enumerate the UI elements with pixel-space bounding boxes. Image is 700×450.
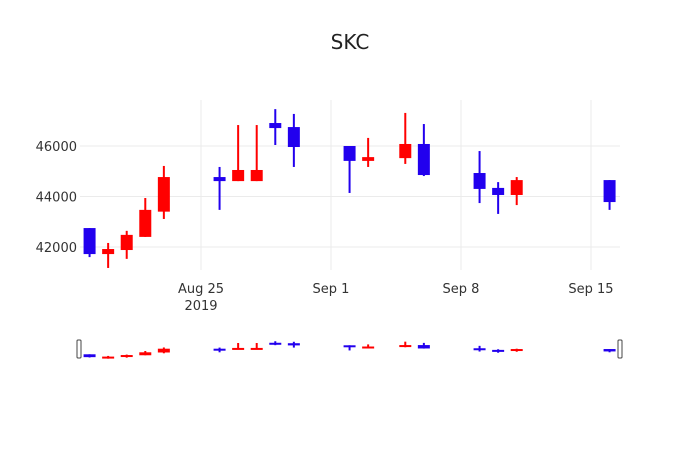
- mini-candle: [343, 345, 356, 351]
- candle: [139, 198, 152, 237]
- x-tick-label: Sep 8: [443, 282, 480, 297]
- y-tick-label: 42000: [36, 241, 77, 256]
- candle: [287, 113, 300, 167]
- mini-candle: [399, 341, 412, 348]
- chart-title: SKC: [330, 30, 370, 54]
- candle: [399, 112, 412, 164]
- range-slider-left-handle[interactable]: [76, 339, 82, 359]
- mini-candle: [269, 341, 282, 346]
- mini-candle: [492, 349, 505, 353]
- candle: [120, 230, 133, 259]
- candle: [417, 124, 430, 177]
- candle: [510, 177, 523, 206]
- mini-candle: [83, 354, 96, 358]
- x-axis: Aug 25 2019 Sep 1 Sep 8 Sep 15: [178, 282, 614, 314]
- range-slider-right-handle[interactable]: [617, 339, 623, 359]
- mini-candle: [120, 354, 133, 358]
- y-axis: 42000 44000 46000: [36, 140, 77, 256]
- range-slider[interactable]: [76, 339, 623, 359]
- candle: [157, 165, 170, 219]
- mini-candle: [417, 342, 430, 349]
- candle: [269, 109, 282, 145]
- candle: [603, 180, 616, 210]
- mini-candle: [603, 349, 616, 353]
- x-tick-label: Sep 1: [313, 282, 350, 297]
- candle: [343, 146, 356, 193]
- y-tick-label: 44000: [36, 191, 77, 206]
- y-tick-label: 46000: [36, 140, 77, 155]
- candle: [362, 137, 375, 167]
- x-tick-label: 2019: [184, 299, 217, 314]
- mini-candle: [232, 342, 245, 350]
- x-tick-label: Aug 25: [178, 282, 224, 297]
- mini-candle: [250, 342, 263, 350]
- mini-candle: [139, 350, 152, 356]
- candle: [102, 242, 115, 268]
- mini-candle: [157, 347, 170, 354]
- mini-candle: [473, 345, 486, 352]
- mini-candle: [102, 355, 115, 359]
- mini-candle: [362, 344, 375, 349]
- candle: [232, 125, 245, 182]
- candle: [83, 228, 96, 258]
- mini-candle: [213, 347, 226, 353]
- candle: [250, 125, 263, 182]
- candle: [492, 182, 505, 214]
- mini-candle: [287, 341, 300, 348]
- candle: [213, 166, 226, 210]
- x-tick-label: Sep 15: [568, 282, 613, 297]
- candles: [83, 109, 616, 268]
- mini-candle: [510, 348, 523, 352]
- candle: [473, 151, 486, 204]
